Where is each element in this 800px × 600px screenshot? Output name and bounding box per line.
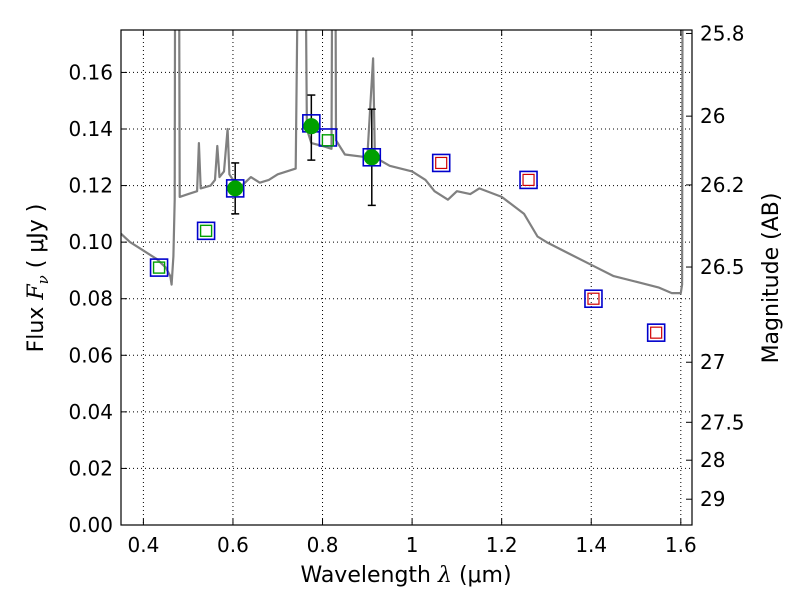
y2-tick-label: 27 xyxy=(700,350,725,374)
x-tick-label: 1.6 xyxy=(665,533,697,557)
markers-layer xyxy=(149,94,666,342)
y-axis-title: Flux Fν ( μJy ) xyxy=(24,204,52,353)
model-flux-marker xyxy=(149,258,169,277)
model-flux-marker xyxy=(646,323,666,342)
y-tick-label: 0.08 xyxy=(68,287,113,311)
model-sed-line xyxy=(121,30,684,295)
band-flux-marker-red xyxy=(587,292,600,305)
band-flux-marker-red xyxy=(650,326,663,339)
band-flux-marker-green xyxy=(199,224,213,238)
y2-tick-label: 26.5 xyxy=(700,255,745,279)
x-tick-label: 1.2 xyxy=(486,533,518,557)
y-tick-label: 0.00 xyxy=(68,513,113,537)
x-tick-label: 0.6 xyxy=(217,533,249,557)
y-tick-label: 0.12 xyxy=(68,174,113,198)
y-tick-label: 0.16 xyxy=(68,60,113,84)
model-flux-marker xyxy=(519,170,538,190)
x-tick-label: 1.4 xyxy=(575,533,607,557)
y2-tick-label: 27.5 xyxy=(700,410,745,434)
x-axis-title: Wavelength λ (μm) xyxy=(300,563,511,588)
y-tick-label: 0.02 xyxy=(68,456,113,480)
y-tick-label: 0.06 xyxy=(68,343,113,367)
observed-point xyxy=(303,118,320,135)
grid xyxy=(121,30,692,526)
observed-point xyxy=(227,180,244,197)
y-tick-label: 0.14 xyxy=(68,117,113,141)
y-tick-label: 0.10 xyxy=(68,230,113,254)
ticks: 0.4 0.6 0.8 1 1.2 1.4 1.6 0.00 0.02 0.04 0.06 0.08 0… xyxy=(68,21,744,557)
y2-axis-title: Magnitude (AB) xyxy=(759,193,784,364)
band-flux-marker-green xyxy=(152,261,166,274)
model-flux-marker xyxy=(196,221,216,241)
y2-tick-label: 26.2 xyxy=(700,173,745,197)
plot-frame xyxy=(120,29,693,526)
model-flux-marker xyxy=(362,147,382,167)
x-tick-label: 1 xyxy=(406,533,419,557)
y2-tick-label: 28 xyxy=(700,448,725,472)
y2-tick-label: 29 xyxy=(700,487,725,511)
model-sed-layer xyxy=(121,30,684,295)
model-flux-marker xyxy=(584,289,603,309)
model-flux-marker xyxy=(225,179,245,198)
band-flux-marker-red xyxy=(435,156,448,170)
y2-tick-label: 25.8 xyxy=(700,21,745,45)
band-flux-marker-green xyxy=(321,134,335,147)
x-tick-label: 0.8 xyxy=(307,533,339,557)
x-tick-label: 0.4 xyxy=(127,533,159,557)
observed-point xyxy=(363,149,380,166)
y-tick-label: 0.04 xyxy=(68,400,113,424)
y2-tick-label: 26 xyxy=(700,104,725,128)
model-flux-marker xyxy=(431,153,451,173)
band-flux-marker-red xyxy=(522,173,535,187)
